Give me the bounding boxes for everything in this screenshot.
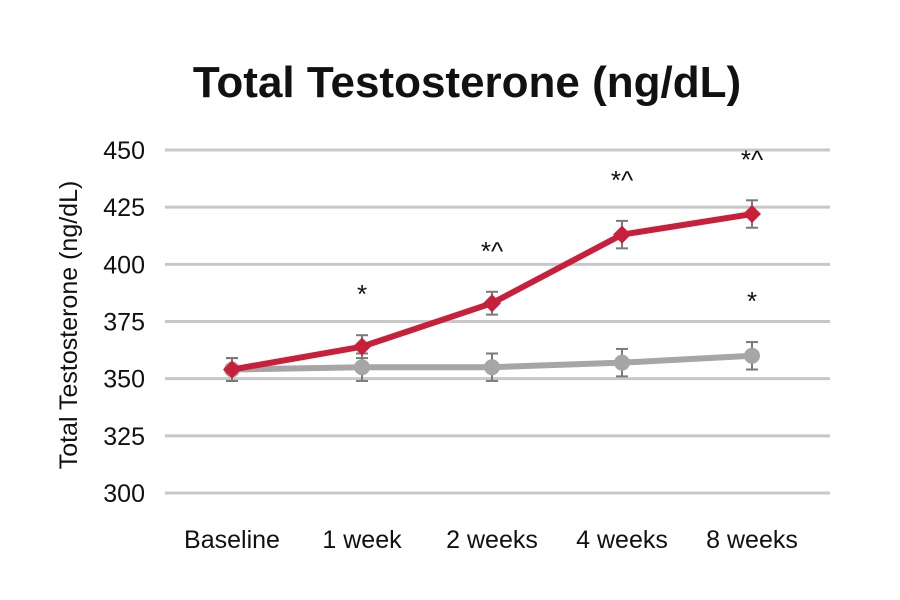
series-group: [223, 199, 761, 382]
data-point-diamond: [613, 225, 631, 244]
significance-marker: *^: [611, 165, 634, 195]
data-point-diamond: [353, 337, 371, 356]
x-tick-label: Baseline: [184, 526, 280, 554]
x-tick-label: 1 week: [322, 526, 402, 554]
annotations: * * *^ *^ *^: [357, 144, 764, 316]
significance-marker: *^: [481, 236, 504, 266]
data-point-diamond: [743, 205, 761, 224]
gridlines: [165, 148, 830, 495]
data-point-circle: [614, 354, 630, 371]
y-tick-label: 325: [103, 423, 145, 451]
y-tick-label: 300: [103, 480, 145, 508]
data-point-circle: [484, 359, 500, 376]
y-tick-label: 350: [103, 366, 145, 394]
y-axis-label: Total Testosterone (ng/dL): [55, 181, 83, 470]
data-point-circle: [744, 347, 760, 364]
x-tick-label: 4 weeks: [576, 526, 668, 554]
y-tick-label: 375: [103, 309, 145, 337]
y-tick-label: 400: [103, 251, 145, 279]
y-tick-label: 425: [103, 194, 145, 222]
x-tick-label: 8 weeks: [706, 526, 798, 554]
significance-marker: *: [357, 279, 367, 309]
chart-title: Total Testosterone (ng/dL): [193, 58, 741, 107]
series-1: [224, 341, 760, 382]
data-point-circle: [354, 359, 370, 376]
x-tick-labels: Baseline 1 week 2 weeks 4 weeks 8 weeks: [184, 526, 798, 554]
data-point-diamond: [483, 294, 501, 313]
x-tick-label: 2 weeks: [446, 526, 538, 554]
y-tick-labels: 300 325 350 375 400 425 450: [103, 137, 145, 508]
series-0: [223, 199, 761, 382]
data-point-diamond: [223, 360, 241, 379]
significance-marker: *^: [741, 144, 764, 174]
y-tick-label: 450: [103, 137, 145, 165]
significance-marker: *: [747, 286, 757, 316]
